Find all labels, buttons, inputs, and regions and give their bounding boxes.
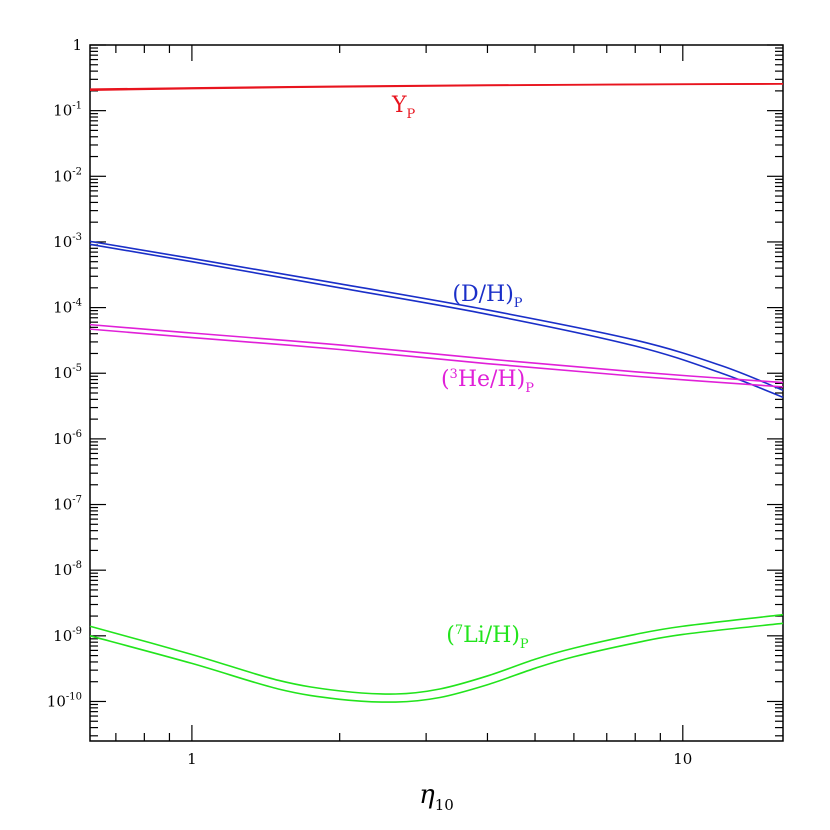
y-tick-label-exponent: -9 — [72, 626, 82, 637]
y-tick-label-exponent: -8 — [72, 560, 82, 571]
series-line-DH — [89, 240, 784, 392]
y-tick-label: 10-9 — [53, 626, 82, 645]
series-label-Li7: (7Li/H)P — [446, 623, 529, 652]
y-tick-label-exponent: -3 — [72, 232, 82, 243]
y-tick-label-exponent: -1 — [72, 101, 82, 112]
y-tick-label: 10-6 — [53, 429, 82, 448]
series-line-He3 — [89, 323, 784, 384]
axis-ticks — [90, 44, 783, 741]
y-tick-label-base: 10 — [53, 102, 72, 120]
y-tick-label: 10-10 — [47, 691, 82, 710]
series-curves — [89, 82, 784, 703]
y-tick-label-base: 1 — [72, 36, 82, 54]
y-tick-label: 10-7 — [53, 495, 82, 514]
series-label-DH: (D/H)P — [452, 282, 522, 311]
plot-frame — [89, 44, 784, 742]
y-tick-label: 10-2 — [53, 166, 82, 185]
y-tick-label: 10-5 — [53, 363, 82, 382]
y-tick-label: 10-4 — [53, 298, 82, 317]
x-tick-labels: 1 10 — [187, 750, 692, 768]
series-labels: YP (D/H)P (3He/H)P (7Li/H)P — [391, 93, 534, 652]
series-line-Yp — [89, 83, 784, 91]
y-tick-label: 10-1 — [53, 101, 82, 120]
y-tick-label-base: 10 — [53, 627, 72, 645]
series-line-DH — [89, 243, 784, 399]
x-axis-title-main: η — [419, 780, 435, 810]
y-tick-label: 1 — [72, 36, 82, 54]
y-tick-label-exponent: -7 — [72, 495, 82, 506]
x-axis-title-subscript: 10 — [435, 796, 454, 814]
x-axis-title: η10 — [419, 780, 454, 814]
y-tick-label-base: 10 — [53, 561, 72, 579]
y-tick-label-base: 10 — [53, 430, 72, 448]
series-line-Li7 — [89, 622, 784, 703]
series-line-He3 — [89, 328, 784, 388]
series-line-Li7 — [89, 613, 784, 695]
series-label-He3: (3He/H)P — [441, 367, 534, 396]
y-tick-label: 10-8 — [53, 560, 82, 579]
series-label-Yp: YP — [391, 93, 416, 122]
y-tick-label-exponent: -6 — [72, 429, 82, 440]
y-tick-label-exponent: -10 — [66, 691, 82, 702]
y-tick-label-base: 10 — [53, 299, 72, 317]
y-tick-labels: 110-110-210-310-410-510-610-710-810-910-… — [47, 36, 82, 710]
y-tick-label-base: 10 — [53, 233, 72, 251]
y-tick-label-exponent: -4 — [72, 298, 82, 309]
y-tick-label-base: 10 — [47, 692, 66, 710]
y-tick-label-base: 10 — [53, 167, 72, 185]
y-tick-label-exponent: -5 — [72, 363, 82, 374]
y-tick-label-base: 10 — [53, 364, 72, 382]
y-tick-label-base: 10 — [53, 496, 72, 514]
y-tick-label: 10-3 — [53, 232, 82, 251]
y-tick-label-exponent: -2 — [72, 166, 82, 177]
x-tick-label: 1 — [187, 750, 197, 768]
x-tick-label: 10 — [673, 750, 692, 768]
